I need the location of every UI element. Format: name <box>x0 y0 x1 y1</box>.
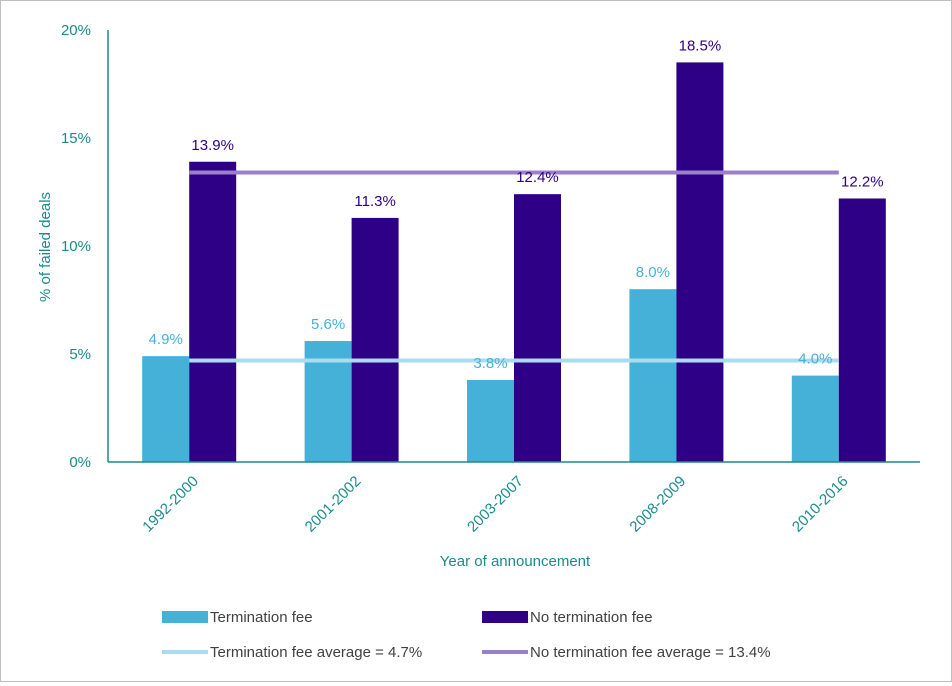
legend-no-termination-fee-swatch <box>482 611 528 623</box>
bar-no-termination-fee-2001-2002 <box>351 217 399 462</box>
legend-no-termination-fee-average-label: No termination fee average = 13.4% <box>530 644 771 661</box>
data-label-termination-fee-2008-2009: 8.0% <box>636 264 670 281</box>
data-label-no-termination-fee-1992-2000: 13.9% <box>191 137 234 154</box>
bar-no-termination-fee-2010-2016 <box>838 198 886 463</box>
bar-no-termination-fee-2003-2007 <box>514 194 561 462</box>
bar-termination-fee-1992-2000 <box>142 356 190 462</box>
y-tick-label-0pct: 0% <box>69 454 91 471</box>
legend-termination-fee-swatch <box>162 611 208 623</box>
bars <box>142 62 886 463</box>
data-label-no-termination-fee-2003-2007: 12.4% <box>516 169 559 186</box>
bar-labels: 4.9% 13.9% 5.6% 11.3% 3.8% 12.4% 8.0% 18.5% 4.0%… <box>149 37 884 372</box>
data-label-no-termination-fee-2010-2016: 12.2% <box>841 173 884 190</box>
x-tick-label-2008-2009: 2008-2009 <box>626 473 689 536</box>
x-axis-title: Year of announcement <box>440 553 591 570</box>
x-tick-label-1992-2000: 1992-2000 <box>139 473 202 536</box>
bar-termination-fee-2010-2016 <box>791 375 839 462</box>
data-label-no-termination-fee-2008-2009: 18.5% <box>679 37 722 54</box>
legend: Termination fee No termination fee Termina… <box>162 609 771 661</box>
x-tick-label-2001-2002: 2001-2002 <box>302 473 365 536</box>
x-tick-label-2010-2016: 2010-2016 <box>789 473 852 536</box>
average-lines-front <box>189 170 839 363</box>
bar-termination-fee-2008-2009 <box>629 289 677 462</box>
bar-no-termination-fee-1992-2000 <box>189 161 237 462</box>
axes <box>107 30 920 463</box>
legend-no-termination-fee-label: No termination fee <box>530 609 653 626</box>
bar-termination-fee-2003-2007 <box>467 379 514 462</box>
bar-no-termination-fee-2008-2009 <box>676 62 724 463</box>
x-tick-label-2003-2007: 2003-2007 <box>464 473 527 536</box>
data-label-termination-fee-2001-2002: 5.6% <box>311 316 345 333</box>
legend-termination-fee-average-label: Termination fee average = 4.7% <box>210 644 422 661</box>
data-label-termination-fee-2010-2016: 4.0% <box>798 351 832 368</box>
legend-termination-fee-label: Termination fee <box>210 609 313 626</box>
data-label-termination-fee-2003-2007: 3.8% <box>473 355 507 372</box>
data-label-no-termination-fee-2001-2002: 11.3% <box>354 193 395 210</box>
y-tick-label-15pct: 15% <box>61 130 91 147</box>
y-tick-label-20pct: 20% <box>61 22 91 39</box>
y-axis-title: % of failed deals <box>37 192 54 302</box>
y-tick-label-10pct: 10% <box>61 238 91 255</box>
data-label-termination-fee-1992-2000: 4.9% <box>149 331 183 348</box>
y-tick-label-5pct: 5% <box>69 346 91 363</box>
